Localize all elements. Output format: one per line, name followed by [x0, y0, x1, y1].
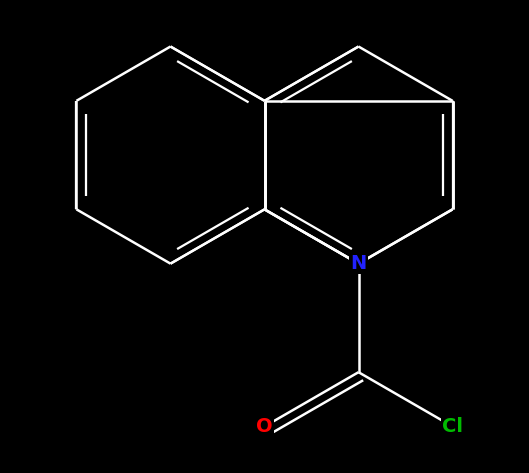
Text: N: N	[350, 254, 367, 273]
Text: Cl: Cl	[442, 417, 463, 436]
Text: N: N	[350, 254, 367, 273]
Text: O: O	[256, 417, 273, 436]
Text: O: O	[256, 417, 273, 436]
Text: Cl: Cl	[442, 417, 463, 436]
